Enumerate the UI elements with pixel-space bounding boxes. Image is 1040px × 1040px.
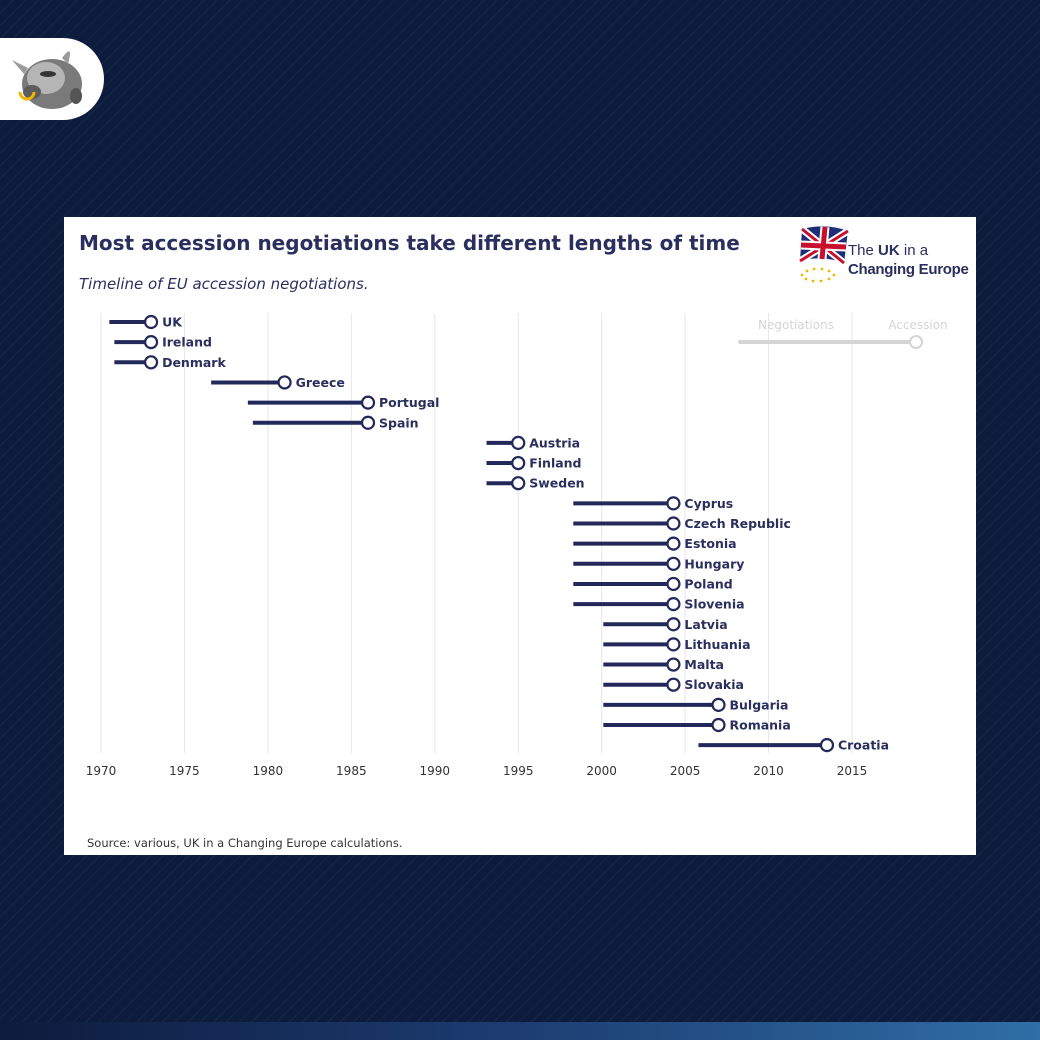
country-label-cyprus: Cyprus xyxy=(684,496,733,511)
country-label-uk: UK xyxy=(162,315,183,330)
legend-accession-label: Accession xyxy=(888,318,947,332)
country-label-slovenia: Slovenia xyxy=(684,597,744,612)
accession-marker-romania xyxy=(711,717,726,733)
country-label-romania: Romania xyxy=(729,718,790,733)
accession-marker-greece xyxy=(277,375,292,390)
country-label-poland: Poland xyxy=(684,576,732,591)
uk-in-changing-europe-logo: The UK in a Changing Europe xyxy=(798,225,973,283)
x-tick-label-1970: 1970 xyxy=(86,764,117,778)
accession-marker-croatia xyxy=(819,738,835,753)
x-tick-label-1990: 1990 xyxy=(420,764,451,778)
legend-negotiations-label: Negotiations xyxy=(758,318,834,332)
country-label-latvia: Latvia xyxy=(684,617,727,632)
x-tick-label-1980: 1980 xyxy=(253,764,284,778)
x-tick-label-2005: 2005 xyxy=(670,764,701,778)
accession-marker-austria xyxy=(511,435,526,450)
accession-marker-cyprus xyxy=(666,496,681,511)
accession-marker-malta xyxy=(666,657,681,672)
country-label-greece: Greece xyxy=(296,375,345,390)
accession-marker-uk xyxy=(143,314,159,330)
country-label-austria: Austria xyxy=(529,435,580,450)
legend-accession-marker xyxy=(909,335,923,349)
country-label-bulgaria: Bulgaria xyxy=(729,697,788,712)
accession-marker-bulgaria xyxy=(711,697,726,712)
country-label-croatia: Croatia xyxy=(838,738,889,753)
accession-marker-hungary xyxy=(666,556,681,571)
country-label-finland: Finland xyxy=(529,456,581,471)
chart-card: Most accession negotiations take differe… xyxy=(64,217,976,855)
accession-marker-poland xyxy=(666,576,681,592)
bottom-accent-bar xyxy=(0,1022,1040,1040)
bull-mascot-icon xyxy=(12,51,82,109)
union-flag-icon xyxy=(798,226,850,283)
accession-marker-portugal xyxy=(360,395,376,410)
accession-marker-slovakia xyxy=(666,677,681,692)
country-label-estonia: Estonia xyxy=(684,536,736,551)
x-tick-label-1975: 1975 xyxy=(169,764,200,778)
country-label-spain: Spain xyxy=(379,415,419,430)
accession-marker-czech-republic xyxy=(666,516,681,531)
country-label-sweden: Sweden xyxy=(529,476,584,491)
accession-marker-ireland xyxy=(143,335,159,350)
accession-marker-denmark xyxy=(143,355,159,370)
country-label-slovakia: Slovakia xyxy=(684,677,744,692)
chart-subtitle: Timeline of EU accession negotiations. xyxy=(79,275,369,293)
chart-title: Most accession negotiations take differe… xyxy=(79,231,740,255)
country-label-malta: Malta xyxy=(684,657,724,672)
accession-timeline-chart: 1970 1975 1980 1985 1990 1995 2000 2005 2010 2015… xyxy=(86,313,948,778)
accession-marker-sweden xyxy=(511,476,526,491)
country-label-ireland: Ireland xyxy=(162,335,212,350)
accession-marker-estonia xyxy=(666,536,681,551)
x-tick-label-2000: 2000 xyxy=(586,764,617,778)
accession-marker-finland xyxy=(511,455,526,471)
country-label-czech-republic: Czech Republic xyxy=(684,516,790,531)
accession-marker-latvia xyxy=(666,617,681,632)
x-tick-label-1995: 1995 xyxy=(503,764,534,778)
x-tick-label-2015: 2015 xyxy=(837,764,868,778)
country-label-hungary: Hungary xyxy=(684,556,744,571)
x-tick-label-1985: 1985 xyxy=(336,764,367,778)
country-label-portugal: Portugal xyxy=(379,395,439,410)
accession-marker-slovenia xyxy=(666,597,681,612)
country-label-denmark: Denmark xyxy=(162,355,226,370)
source-note: Source: various, UK in a Changing Europe… xyxy=(87,836,403,850)
accession-marker-spain xyxy=(360,415,376,430)
country-label-lithuania: Lithuania xyxy=(684,637,750,652)
accession-marker-lithuania xyxy=(666,637,681,652)
brand-line-2: Changing Europe xyxy=(848,261,969,278)
channel-logo-badge xyxy=(0,38,104,120)
x-tick-label-2010: 2010 xyxy=(753,764,784,778)
brand-line-1: The UK in a xyxy=(848,242,929,259)
